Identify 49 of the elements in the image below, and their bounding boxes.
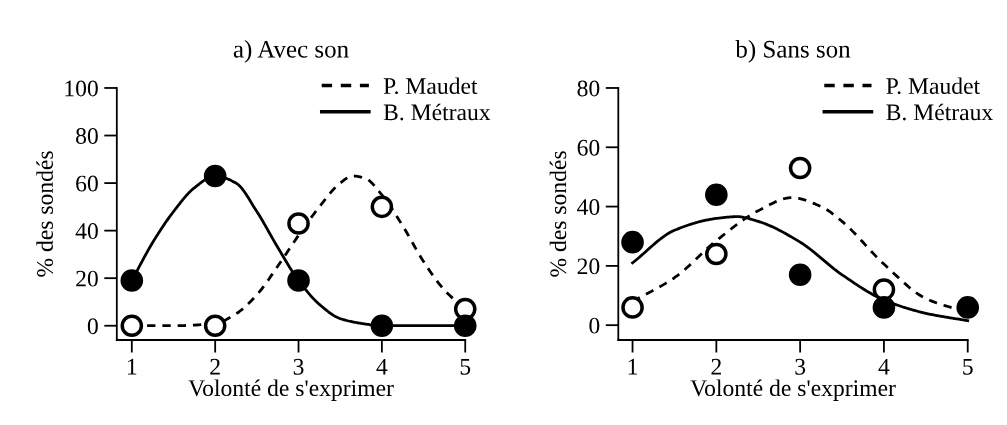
y-tick-label: 0 [589,317,600,334]
point [788,156,812,180]
y-tick-label: 40 [577,199,600,215]
point [287,212,310,235]
y-tick-label: 80 [76,128,98,144]
point [370,314,394,338]
point [872,278,896,301]
point [621,230,644,254]
x-tick-label: 3 [795,358,806,375]
x-tick-label: 2 [711,358,721,375]
point [956,296,980,319]
point [203,314,227,338]
point [872,296,896,319]
y-tick-label: 60 [76,175,98,192]
legend-label: B. Métraux [886,103,993,121]
point [120,314,144,338]
chart-title: a) Avec son [233,40,349,63]
y-axis-title: % des sondés [36,151,54,277]
x-tick-label: 4 [878,358,890,375]
point [120,269,144,292]
x-tick-label: 3 [293,358,304,375]
y-axis-title: % des sondés [549,151,567,277]
x-tick-label: 1 [127,358,137,375]
legend-label: P. Maudet [383,77,478,95]
chart-title: b) Sans son [735,40,851,63]
y-tick-label: 80 [577,80,600,97]
x-tick-label: 1 [628,358,638,375]
legend-label: B. Métraux [383,103,491,121]
x-axis-title: Volonté de s'exprimer [188,379,394,401]
point [705,183,728,207]
y-tick-label: 60 [577,139,600,156]
x-tick-label: 2 [210,358,220,375]
x-axis-title: Volonté de s'exprimer [690,379,896,401]
y-tick-label: 100 [65,80,98,97]
point [203,164,227,188]
x-tick-label: 5 [460,358,471,375]
x-tick-label: 4 [376,358,388,375]
point [788,263,812,287]
legend-label: P. Maudet [886,77,980,95]
point [453,314,477,338]
point [287,269,310,292]
point [621,296,644,319]
y-tick-label: 0 [87,318,98,335]
point [370,195,394,219]
x-tick-label: 5 [963,358,973,375]
point [705,242,728,266]
y-tick-label: 40 [75,223,98,240]
y-tick-label: 20 [577,258,600,275]
y-tick-label: 20 [76,270,98,287]
